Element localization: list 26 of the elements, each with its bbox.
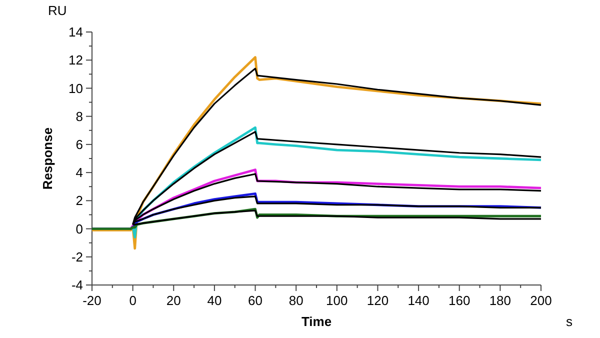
text: s: [566, 314, 573, 329]
x-tick-label: 80: [288, 293, 304, 308]
x-axis-title: Time: [301, 314, 332, 329]
y-tick-label: 10: [68, 80, 83, 96]
x-tick-label: 60: [248, 293, 263, 308]
y-tick-label: -4: [71, 278, 83, 293]
y-tick-label: 14: [68, 24, 83, 40]
x-tick-label: 200: [530, 293, 552, 308]
y-tick-label: 0: [76, 221, 83, 236]
x-tick-label: 120: [366, 293, 389, 308]
x-tick-label: 180: [489, 293, 512, 308]
y-tick-label: 6: [76, 136, 83, 152]
y-tick-label: 2: [76, 193, 83, 208]
x-tick-label: 140: [408, 293, 430, 308]
text: RU: [48, 3, 67, 18]
x-tick-label: -20: [82, 293, 102, 308]
x-tick-label: 40: [207, 293, 222, 308]
y-tick-label: 8: [76, 108, 83, 124]
y-tick-label: 12: [68, 52, 83, 68]
y-tick-label: 4: [76, 165, 83, 180]
x-tick-label: 100: [326, 293, 348, 308]
x-tick-label: 20: [166, 293, 181, 308]
y-axis-title: Response: [40, 127, 55, 190]
x-tick-label: 160: [448, 293, 470, 308]
y-tick-label: -2: [71, 249, 83, 264]
x-tick-label: 0: [129, 293, 136, 308]
